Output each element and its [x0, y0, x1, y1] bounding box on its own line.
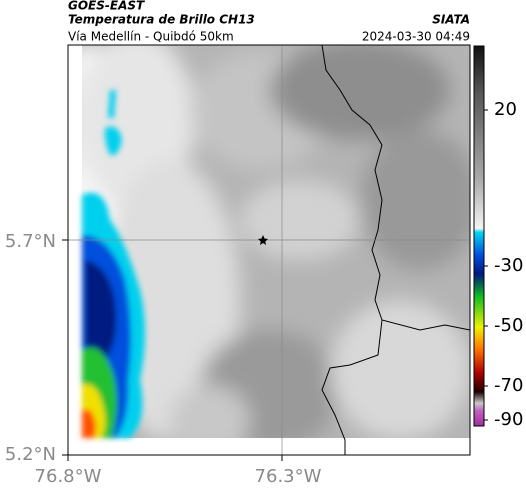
lon-label: 76.3°W: [255, 466, 322, 487]
satellite-name: GOES-EAST: [68, 0, 145, 13]
borders: [321, 45, 470, 455]
map-frame: [67, 44, 471, 456]
route-label: Vía Medellín - Quibdó 50km: [68, 30, 234, 44]
source-label: SIATA: [432, 13, 470, 27]
timestamp: 2024-03-30 04:49: [362, 30, 470, 44]
lat-label: 5.7°N: [5, 231, 56, 252]
satellite-image: [68, 45, 470, 455]
colorbar-tick-label: -90: [494, 409, 523, 430]
product-title: Temperatura de Brillo CH13: [68, 13, 255, 27]
colorbar-tick-label: -70: [494, 375, 523, 396]
colorbar-tick-label: -50: [494, 315, 523, 336]
lon-label: 76.8°W: [35, 466, 102, 487]
lat-label: 5.2°N: [5, 444, 56, 465]
colorbar: [473, 45, 485, 427]
colorbar-tick-label: -30: [494, 255, 523, 276]
location-marker: [258, 235, 268, 245]
colorbar-tick-label: 20: [494, 99, 517, 120]
